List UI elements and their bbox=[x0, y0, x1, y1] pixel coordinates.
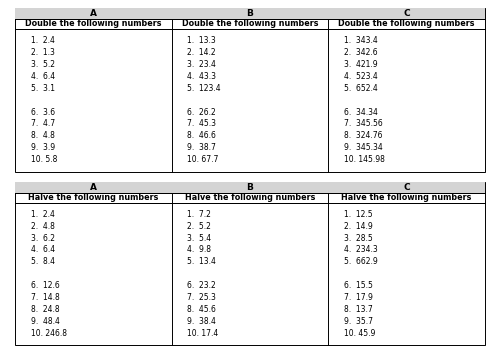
Text: 4.  523.4: 4. 523.4 bbox=[344, 72, 378, 81]
Text: 9.  48.4: 9. 48.4 bbox=[30, 317, 60, 326]
Text: 1.  2.4: 1. 2.4 bbox=[30, 36, 54, 46]
Text: 4.  43.3: 4. 43.3 bbox=[188, 72, 216, 81]
Text: Double the following numbers: Double the following numbers bbox=[182, 19, 318, 29]
Text: 6.  26.2: 6. 26.2 bbox=[188, 108, 216, 116]
Text: 2.  4.8: 2. 4.8 bbox=[30, 222, 54, 231]
Text: 5.  13.4: 5. 13.4 bbox=[188, 257, 216, 267]
Text: 8.  13.7: 8. 13.7 bbox=[344, 305, 373, 314]
Text: 10. 246.8: 10. 246.8 bbox=[30, 329, 66, 337]
Text: 5.  652.4: 5. 652.4 bbox=[344, 84, 378, 93]
Text: C: C bbox=[404, 183, 410, 191]
Text: 10. 5.8: 10. 5.8 bbox=[30, 155, 57, 164]
Text: 6.  12.6: 6. 12.6 bbox=[30, 281, 60, 290]
Text: 2.  342.6: 2. 342.6 bbox=[344, 48, 378, 57]
Text: Halve the following numbers: Halve the following numbers bbox=[28, 193, 158, 202]
Bar bbox=[15, 8, 172, 19]
Text: 7.  17.9: 7. 17.9 bbox=[344, 293, 373, 302]
Text: 2.  5.2: 2. 5.2 bbox=[188, 222, 211, 231]
Text: B: B bbox=[246, 183, 254, 191]
Text: 3.  23.4: 3. 23.4 bbox=[188, 60, 216, 69]
Text: 1.  12.5: 1. 12.5 bbox=[344, 210, 372, 219]
Text: B: B bbox=[246, 9, 254, 18]
Bar bbox=[15, 181, 485, 345]
Text: 10. 17.4: 10. 17.4 bbox=[188, 329, 218, 337]
Text: 1.  7.2: 1. 7.2 bbox=[188, 210, 211, 219]
Text: 1.  2.4: 1. 2.4 bbox=[30, 210, 54, 219]
Text: 3.  28.5: 3. 28.5 bbox=[344, 234, 373, 243]
Text: 2.  14.2: 2. 14.2 bbox=[188, 48, 216, 57]
Bar bbox=[15, 8, 485, 172]
Text: Double the following numbers: Double the following numbers bbox=[338, 19, 475, 29]
Text: 2.  1.3: 2. 1.3 bbox=[30, 48, 54, 57]
Bar bbox=[172, 8, 328, 19]
Text: 9.  38.4: 9. 38.4 bbox=[188, 317, 216, 326]
Text: 8.  324.76: 8. 324.76 bbox=[344, 131, 383, 140]
Text: 9.  3.9: 9. 3.9 bbox=[30, 143, 55, 152]
Bar bbox=[328, 8, 485, 19]
Text: 4.  234.3: 4. 234.3 bbox=[344, 245, 378, 255]
Text: 1.  343.4: 1. 343.4 bbox=[344, 36, 378, 46]
Text: 6.  3.6: 6. 3.6 bbox=[30, 108, 55, 116]
Text: 7.  345.56: 7. 345.56 bbox=[344, 120, 383, 128]
Text: 4.  6.4: 4. 6.4 bbox=[30, 245, 55, 255]
Text: 6.  34.34: 6. 34.34 bbox=[344, 108, 378, 116]
Text: C: C bbox=[404, 9, 410, 18]
Text: 1.  13.3: 1. 13.3 bbox=[188, 36, 216, 46]
Text: 4.  6.4: 4. 6.4 bbox=[30, 72, 55, 81]
Text: 8.  45.6: 8. 45.6 bbox=[188, 305, 216, 314]
Text: 3.  5.2: 3. 5.2 bbox=[30, 60, 54, 69]
Text: 7.  45.3: 7. 45.3 bbox=[188, 120, 216, 128]
Text: Halve the following numbers: Halve the following numbers bbox=[185, 193, 315, 202]
Text: 8.  46.6: 8. 46.6 bbox=[188, 131, 216, 140]
Text: Halve the following numbers: Halve the following numbers bbox=[342, 193, 472, 202]
Text: 9.  345.34: 9. 345.34 bbox=[344, 143, 383, 152]
Text: 3.  421.9: 3. 421.9 bbox=[344, 60, 378, 69]
Text: 7.  4.7: 7. 4.7 bbox=[30, 120, 55, 128]
Text: A: A bbox=[90, 9, 97, 18]
Bar bbox=[328, 181, 485, 192]
Text: 3.  6.2: 3. 6.2 bbox=[30, 234, 54, 243]
Text: 5.  3.1: 5. 3.1 bbox=[30, 84, 54, 93]
Text: A: A bbox=[90, 183, 97, 191]
Text: 3.  5.4: 3. 5.4 bbox=[188, 234, 212, 243]
Text: 9.  35.7: 9. 35.7 bbox=[344, 317, 373, 326]
Text: 4.  9.8: 4. 9.8 bbox=[188, 245, 212, 255]
Text: 7.  14.8: 7. 14.8 bbox=[30, 293, 60, 302]
Text: 10. 145.98: 10. 145.98 bbox=[344, 155, 385, 164]
Text: 8.  4.8: 8. 4.8 bbox=[30, 131, 54, 140]
Text: 6.  23.2: 6. 23.2 bbox=[188, 281, 216, 290]
Text: 7.  25.3: 7. 25.3 bbox=[188, 293, 216, 302]
Bar bbox=[15, 181, 172, 192]
Text: 10. 45.9: 10. 45.9 bbox=[344, 329, 376, 337]
Bar bbox=[172, 181, 328, 192]
Text: 2.  14.9: 2. 14.9 bbox=[344, 222, 373, 231]
Text: 5.  8.4: 5. 8.4 bbox=[30, 257, 54, 267]
Text: 8.  24.8: 8. 24.8 bbox=[30, 305, 60, 314]
Text: 5.  123.4: 5. 123.4 bbox=[188, 84, 221, 93]
Text: 6.  15.5: 6. 15.5 bbox=[344, 281, 373, 290]
Text: Double the following numbers: Double the following numbers bbox=[25, 19, 162, 29]
Text: 9.  38.7: 9. 38.7 bbox=[188, 143, 216, 152]
Text: 10. 67.7: 10. 67.7 bbox=[188, 155, 218, 164]
Text: 5.  662.9: 5. 662.9 bbox=[344, 257, 378, 267]
